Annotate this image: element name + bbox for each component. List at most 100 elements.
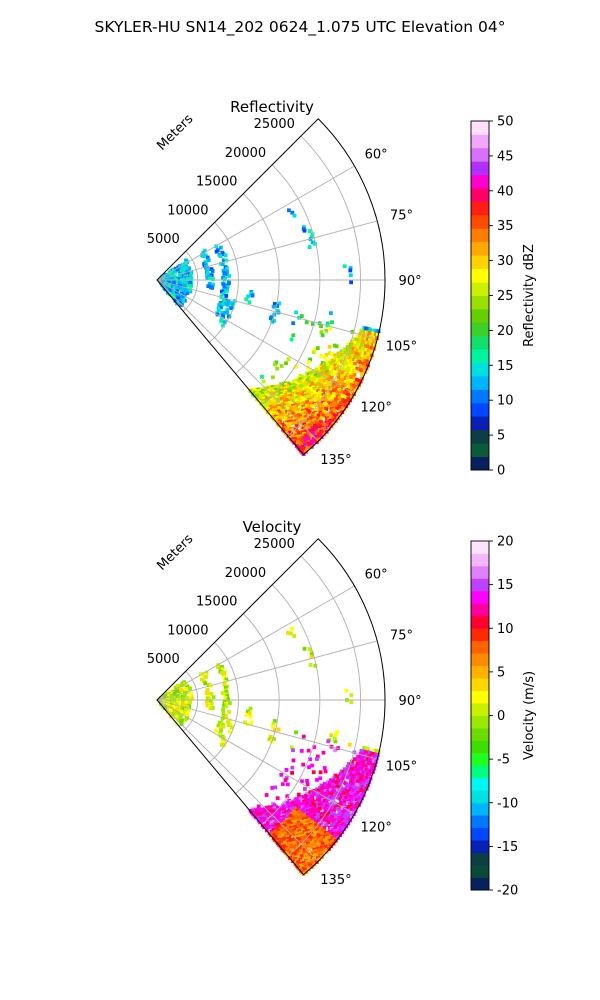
echo-cell — [358, 364, 363, 369]
echo-cell — [330, 369, 335, 374]
echo-cell — [313, 373, 318, 378]
echo-cell — [314, 367, 319, 372]
echo-cell — [347, 359, 351, 364]
echo-cell — [360, 353, 365, 358]
echo-cell — [353, 761, 358, 765]
colorbar-swatch — [471, 228, 489, 243]
range-tick-label: 5000 — [147, 232, 180, 247]
echo-cell — [339, 400, 343, 405]
echo-cell — [224, 272, 228, 277]
echo-cell — [362, 326, 367, 330]
echo-cell — [367, 352, 372, 357]
echo-cell — [172, 280, 176, 285]
echo-cell — [329, 352, 334, 356]
echo-cell — [359, 372, 364, 377]
echo-cell — [345, 765, 350, 769]
echo-cell — [340, 353, 345, 357]
echo-cell — [329, 792, 334, 796]
echo-cell — [355, 761, 360, 766]
echo-cell — [290, 765, 295, 770]
colorbar-swatch — [471, 121, 489, 135]
echo-cell — [181, 294, 186, 299]
azimuth-gridline — [156, 640, 378, 701]
velocity-azimuth-labels: 60° 75° 90° 105° 120° 135° — [320, 567, 421, 887]
echo-cell — [277, 301, 282, 306]
echo-cell — [368, 765, 372, 770]
echo-cell — [188, 280, 192, 285]
echo-cell — [181, 298, 186, 303]
colorbar-tick-label: 5 — [497, 429, 505, 444]
velocity-title: Velocity — [243, 518, 302, 536]
echo-cell — [362, 781, 366, 786]
echo-cell — [352, 764, 357, 768]
echo-cell — [348, 791, 353, 795]
sector-frame — [156, 538, 386, 876]
echo-cell — [285, 843, 290, 848]
echo-cell — [347, 363, 352, 367]
echo-cell — [288, 400, 292, 405]
echo-cell — [221, 724, 226, 729]
echo-cell — [358, 766, 363, 770]
echo-cell — [281, 782, 285, 786]
echo-cell — [375, 333, 380, 337]
echo-cell — [199, 672, 204, 677]
echo-cell — [174, 688, 178, 693]
colorbar-swatch — [471, 678, 489, 691]
echo-cell — [182, 283, 187, 287]
echo-cell — [320, 841, 325, 846]
echo-cell — [361, 749, 366, 754]
echo-cell — [310, 232, 315, 237]
echo-cell — [323, 355, 328, 360]
echo-cell — [351, 361, 355, 365]
echo-cell — [206, 284, 211, 288]
echo-cell — [328, 806, 333, 810]
echo-cell — [171, 695, 176, 699]
sector-frame — [156, 118, 386, 456]
echo-cell — [177, 280, 182, 284]
echo-cell — [348, 769, 353, 774]
echo-cell — [283, 809, 288, 814]
echo-cell — [205, 273, 209, 277]
echo-cell — [327, 361, 332, 365]
echo-cell — [330, 789, 335, 794]
colorbar-label: Reflectivity dBZ — [522, 244, 537, 347]
echo-cell — [204, 691, 209, 696]
azimuth-gridline — [156, 699, 319, 862]
echo-cell — [357, 762, 362, 767]
echo-cell — [350, 788, 355, 792]
echo-cell — [339, 370, 344, 375]
echo-cell — [358, 784, 363, 789]
echo-cell — [267, 737, 272, 742]
echo-cell — [175, 707, 180, 711]
echo-cell — [180, 681, 185, 686]
colorbar-tick-label: 5 — [497, 665, 505, 680]
echo-cell — [343, 357, 347, 362]
colorbar-swatch — [471, 665, 489, 679]
velocity-panel: Velocity 500010000150002000025000Meters … — [147, 518, 537, 899]
echo-cell — [362, 347, 367, 352]
echo-cell — [360, 342, 364, 347]
colorbar-swatch — [471, 201, 489, 216]
echo-cell — [166, 694, 171, 699]
echo-cell — [363, 340, 367, 345]
colorbar-swatch — [471, 565, 489, 579]
echo-cell — [268, 316, 273, 320]
echo-cell — [188, 284, 193, 288]
echo-cell — [310, 378, 315, 383]
echo-cell — [339, 769, 344, 774]
echo-cell — [356, 378, 361, 383]
echo-cell — [280, 837, 285, 842]
echo-cell — [323, 394, 327, 398]
echo-cell — [209, 273, 214, 278]
echo-cell — [222, 284, 227, 289]
echo-cell — [363, 771, 368, 776]
range-ring — [209, 642, 239, 763]
echo-cell — [375, 753, 380, 757]
echo-cell — [178, 266, 182, 271]
echo-cell — [299, 854, 304, 858]
echo-cell — [360, 762, 364, 767]
echo-cell — [310, 322, 315, 326]
echo-cell — [352, 358, 357, 362]
echo-cell — [330, 320, 334, 325]
echo-cell — [349, 383, 354, 387]
